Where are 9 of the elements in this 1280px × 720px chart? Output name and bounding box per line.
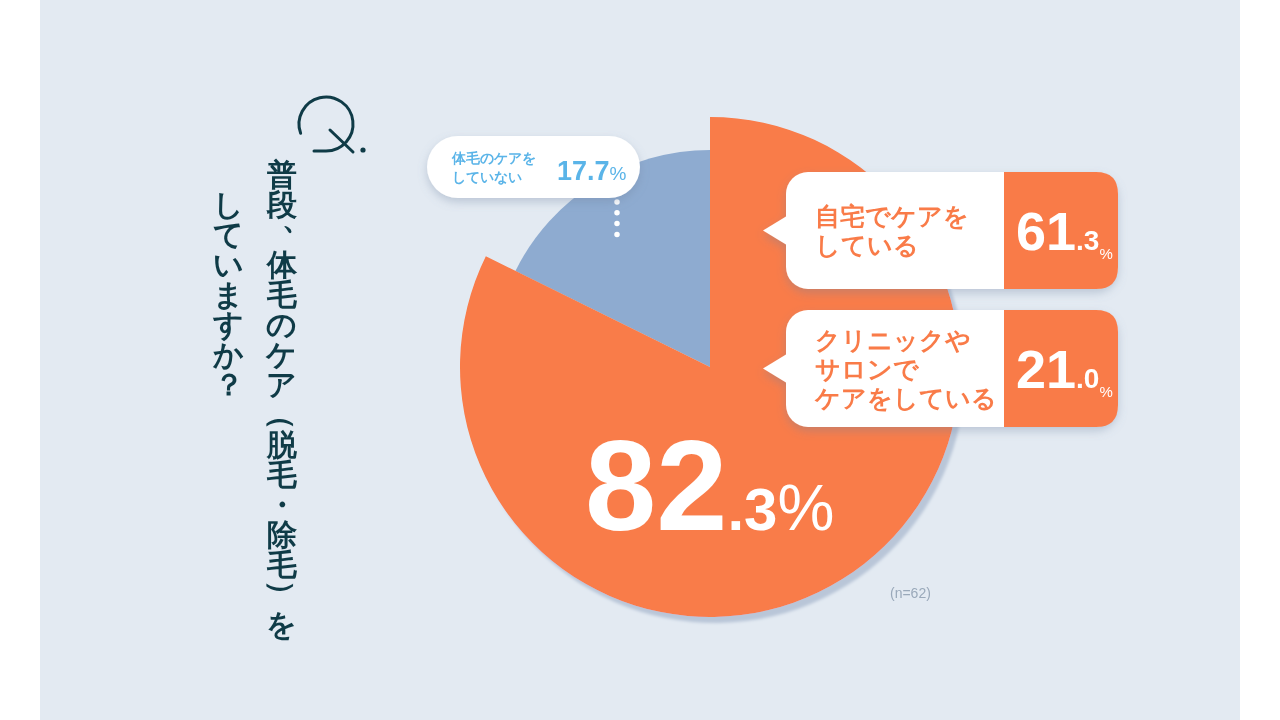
text: (n=62) bbox=[890, 585, 931, 601]
data-label: 82.3% bbox=[585, 414, 835, 557]
chart-title: 普段、体毛のケア（脱毛・除毛）をしていますか？ bbox=[213, 158, 312, 641]
data-label: 17.7% bbox=[557, 156, 627, 186]
data-label: 21.0% bbox=[1016, 339, 1113, 400]
data-label: 61.3% bbox=[1016, 201, 1113, 262]
slice-label: 体毛のケアをしていない bbox=[451, 150, 536, 185]
category-label: 自宅でケアをしている bbox=[815, 202, 969, 259]
category-label: クリニックやサロンでケアをしている bbox=[814, 325, 997, 412]
